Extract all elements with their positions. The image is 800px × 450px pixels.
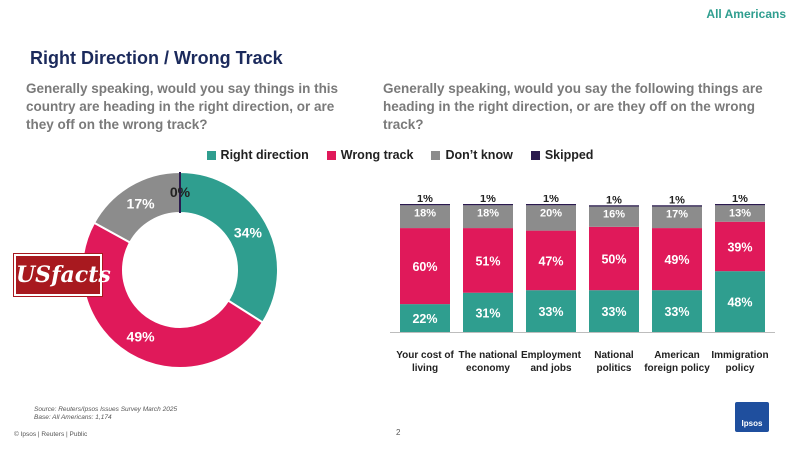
- bar-segment: [652, 228, 702, 291]
- bar-segment: [652, 290, 702, 332]
- donut-slice: [179, 170, 279, 324]
- category-label: politics: [596, 363, 631, 374]
- category-label: living: [412, 363, 438, 374]
- ipsos-logo: Ipsos: [735, 402, 769, 432]
- bar-value-label: 49%: [664, 253, 689, 267]
- question-right: Generally speaking, would you say the fo…: [383, 81, 763, 132]
- category-label: policy: [726, 363, 755, 374]
- bar-value-label: 48%: [727, 296, 752, 310]
- bar-value-label: 1%: [543, 195, 559, 205]
- legend-label: Skipped: [544, 148, 594, 162]
- page-title: Right Direction / Wrong Track: [30, 48, 283, 68]
- category-label: foreign policy: [644, 363, 710, 374]
- legend-label: Right direction: [220, 148, 309, 162]
- bar-value-label: 17%: [666, 209, 688, 221]
- bar-segment: [715, 271, 765, 332]
- page-number: 2: [396, 428, 401, 437]
- stacked-bar-chart: 22% 60% 18% 1% Your cost of living 31% 51% 18% 1%…: [390, 195, 775, 374]
- bar-segment: [589, 205, 639, 207]
- bar-value-label: 16%: [603, 209, 625, 221]
- bar-segment: [526, 230, 576, 291]
- category-label: The national: [459, 350, 518, 361]
- bar-segment: [463, 204, 513, 206]
- bar-segment: [589, 226, 639, 291]
- bar-value-label: 51%: [475, 254, 500, 268]
- category-label: Immigration: [711, 350, 768, 361]
- bar-value-label: 13%: [729, 207, 751, 219]
- category-label: Employment: [521, 350, 582, 361]
- legend-swatch: [326, 150, 336, 160]
- bar-value-label: 33%: [601, 305, 626, 319]
- donut-slice-label: 17%: [127, 195, 156, 211]
- legend-item: Wrong track: [326, 148, 414, 162]
- bar-segment: [400, 204, 450, 206]
- category-label: American: [654, 350, 700, 361]
- question-left: Generally speaking, would you say things…: [26, 81, 339, 132]
- bar-segment: [463, 205, 513, 229]
- bar-segment: [652, 205, 702, 207]
- category-label: Your cost of: [396, 350, 454, 361]
- donut-slice-label: 49%: [127, 329, 156, 345]
- usfacts-logo: USfacts: [14, 254, 111, 296]
- category-label: National: [594, 350, 634, 361]
- bar-value-label: 33%: [538, 305, 563, 319]
- legend-swatch: [431, 150, 441, 160]
- bar-value-label: 50%: [601, 252, 626, 266]
- bar-segment: [463, 228, 513, 293]
- bar-segment: [589, 290, 639, 332]
- footnotes: Source: Reuters/Ipsos Issues Survey Marc…: [34, 406, 177, 422]
- bar-segment: [400, 228, 450, 305]
- donut-slice: [81, 221, 265, 369]
- donut-slice-label: 0%: [170, 184, 191, 200]
- bar-value-label: 1%: [417, 195, 433, 205]
- category-label: economy: [466, 363, 510, 374]
- source-note: Source: Reuters/Ipsos Issues Survey Marc…: [34, 406, 178, 413]
- copyright: © Ipsos | Reuters | Public: [14, 431, 88, 438]
- audience-tag: All Americans: [706, 7, 786, 21]
- bar-segment: [526, 204, 576, 206]
- legend-swatch: [530, 150, 540, 160]
- bar-value-label: 60%: [412, 260, 437, 274]
- legend-item: Skipped: [530, 148, 594, 162]
- legend-swatch: [206, 150, 216, 160]
- bar-value-label: 1%: [669, 195, 685, 206]
- bar-value-label: 1%: [732, 195, 748, 205]
- bar-value-label: 1%: [480, 195, 496, 205]
- donut-slice-label: 34%: [234, 225, 263, 241]
- bar-value-label: 18%: [414, 207, 436, 219]
- legend-label: Wrong track: [340, 148, 414, 162]
- bar-segment: [400, 205, 450, 229]
- donut-chart: 34% 49% 17% 0%: [81, 170, 279, 369]
- legend-label: Don’t know: [445, 148, 513, 162]
- bar-segment: [715, 221, 765, 272]
- bar-value-label: 22%: [412, 312, 437, 326]
- bar-value-label: 33%: [664, 305, 689, 319]
- bar-segment: [526, 205, 576, 231]
- bar-value-label: 47%: [538, 254, 563, 268]
- bar-segment: [715, 204, 765, 206]
- bar-value-label: 20%: [540, 207, 562, 219]
- category-label: and jobs: [530, 363, 572, 374]
- bar-value-label: 39%: [727, 240, 752, 254]
- bar-segment: [400, 304, 450, 332]
- legend-item: Right direction: [206, 148, 309, 162]
- base-note: Base: All Americans: 1,174: [34, 414, 112, 421]
- bar-value-label: 18%: [477, 207, 499, 219]
- legend-item: Don’t know: [431, 148, 513, 162]
- bar-segment: [589, 206, 639, 227]
- bar-value-label: 31%: [475, 306, 500, 320]
- bar-segment: [652, 206, 702, 229]
- chart-legend: Right direction Wrong track Don’t know Skip…: [0, 148, 800, 162]
- bar-value-label: 1%: [606, 195, 622, 206]
- bar-segment: [463, 292, 513, 332]
- bar-segment: [526, 290, 576, 332]
- bar-segment: [715, 205, 765, 222]
